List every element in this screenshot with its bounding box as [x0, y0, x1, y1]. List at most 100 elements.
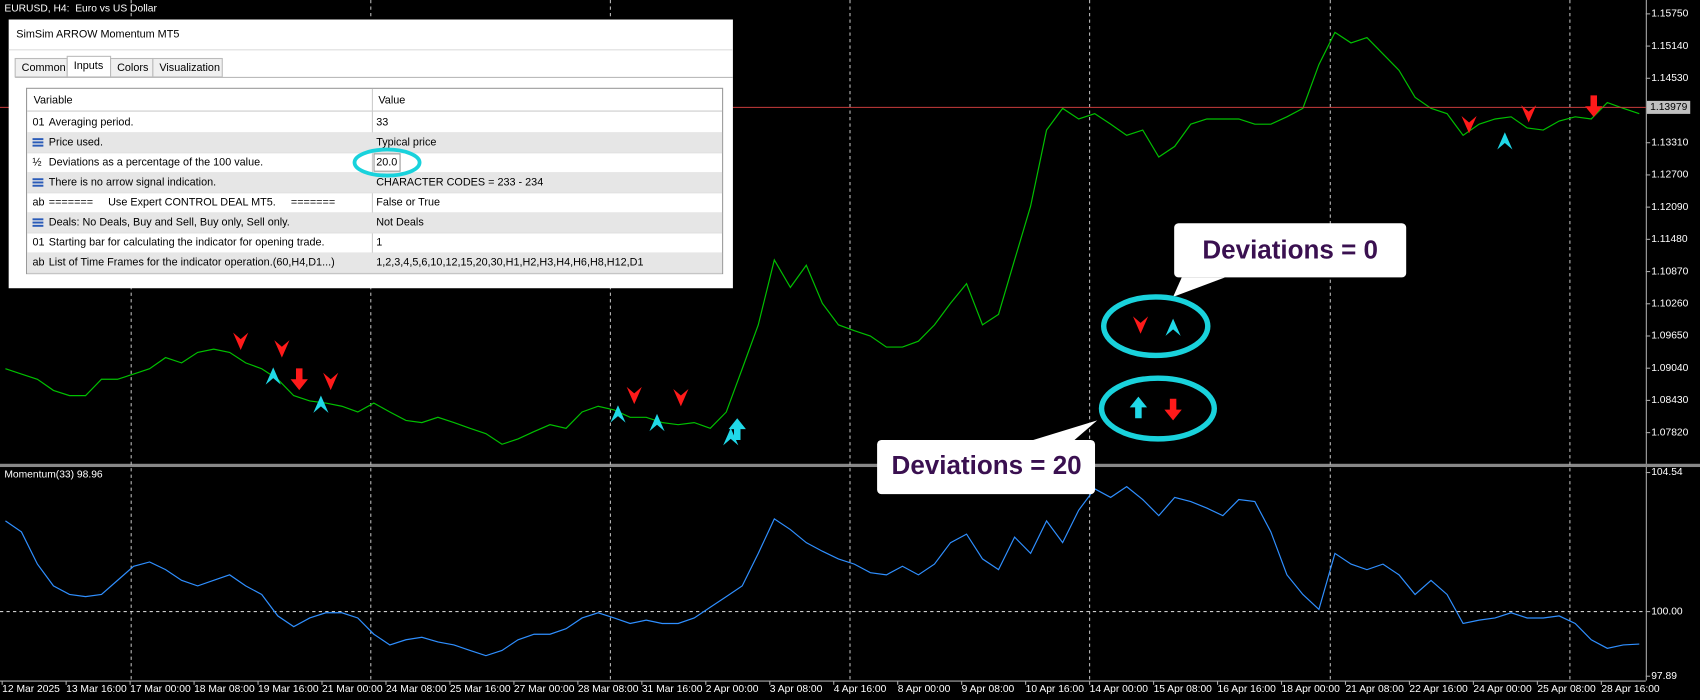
x-tick-label: 31 Mar 16:00 [642, 684, 703, 695]
x-tick-label: 14 Apr 00:00 [1090, 684, 1149, 695]
x-tick-label: 3 Apr 08:00 [770, 684, 823, 695]
y-tick-label: 1.12090 [1651, 202, 1688, 213]
variable-name: ======= Use Expert CONTROL DEAL MT5. ===… [49, 196, 335, 208]
x-tick-label: 8 Apr 00:00 [898, 684, 951, 695]
row-icon: ½ [33, 156, 42, 168]
signal-arrow [1164, 398, 1182, 421]
x-tick-label: 25 Apr 08:00 [1537, 684, 1596, 695]
x-tick-label: 25 Mar 16:00 [450, 684, 511, 695]
callout-text: Deviations = 0 [1202, 234, 1378, 264]
tab-label[interactable]: Visualization [159, 62, 220, 74]
signal-arrow [1497, 132, 1513, 150]
window-title: EURUSD, H4: Euro vs US Dollar [4, 3, 157, 14]
signal-arrow [728, 418, 746, 440]
x-tick-label: 16 Apr 16:00 [1218, 684, 1277, 695]
y-tick-label: 1.10260 [1651, 298, 1688, 309]
variable-name: Price used. [49, 136, 103, 148]
variable-name: Averaging period. [49, 116, 134, 128]
x-tick-label: 28 Apr 16:00 [1601, 684, 1660, 695]
annotation: Deviations = 0 Deviations = 20 [877, 223, 1407, 495]
list-icon [32, 144, 44, 147]
current-price-box [1646, 100, 1691, 114]
y-tick-label: 1.15140 [1651, 41, 1688, 52]
x-tick-label: 12 Mar 2025 [2, 684, 60, 695]
signal-arrow [274, 340, 290, 358]
x-tick-label: 18 Mar 08:00 [194, 684, 255, 695]
y-tick-label: 1.10870 [1651, 266, 1688, 277]
signal-arrow [290, 368, 308, 391]
variable-value: CHARACTER CODES = 233 - 234 [376, 176, 543, 188]
signal-arrow [723, 428, 739, 446]
list-icon [32, 178, 44, 181]
tab-label[interactable]: Common [22, 62, 66, 74]
x-tick-label: 15 Apr 08:00 [1154, 684, 1213, 695]
highlight-ellipse [1100, 294, 1211, 359]
variable-name: There is no arrow signal indication. [49, 176, 216, 188]
signal-arrow [1461, 115, 1477, 134]
signal-arrow [1585, 95, 1603, 118]
x-tick-label: 10 Apr 16:00 [1026, 684, 1085, 695]
callout-box [1174, 223, 1407, 278]
dialog-title: SimSim ARROW Momentum MT5 [16, 29, 179, 41]
row-shade [27, 132, 723, 153]
signal-arrow [233, 332, 249, 350]
signal-arrow [1129, 396, 1148, 419]
callout-box [877, 439, 1096, 495]
x-tick-label: 9 Apr 08:00 [962, 684, 1015, 695]
list-icon [32, 224, 44, 227]
edit-field [373, 153, 401, 172]
signal-arrow [265, 367, 281, 385]
series-line [5, 485, 1640, 657]
variable-value: False or True [376, 196, 440, 208]
row-shade [27, 253, 723, 274]
x-tick-label: 28 Mar 08:00 [578, 684, 639, 695]
signal-arrow [1521, 105, 1537, 123]
list-icon [32, 141, 44, 144]
signal-arrow [610, 405, 626, 423]
row-shade [27, 212, 723, 233]
current-price-label: 1.13979 [1650, 102, 1687, 113]
list-icon [32, 138, 44, 141]
variable-name: Deviations as a percentage of the 100 va… [49, 156, 263, 168]
row-icon: 01 [33, 237, 45, 249]
variable-value: 20.0 [376, 156, 397, 168]
column-header: Variable [34, 95, 73, 107]
y-tick-label: 1.12700 [1651, 170, 1688, 181]
highlight-ellipse [352, 147, 422, 178]
row-icon: ab [33, 196, 45, 208]
signal-arrow [673, 389, 689, 407]
indicator-label: Momentum(33) 98.96 [4, 469, 103, 480]
column-header: Value [378, 95, 405, 107]
variable-name: Deals: No Deals, Buy and Sell, Buy only,… [49, 217, 290, 229]
x-tick-label: 24 Apr 00:00 [1473, 684, 1532, 695]
signal-arrow [649, 413, 665, 432]
signal-arrow [626, 386, 642, 405]
y-tick-label: 1.07820 [1651, 427, 1688, 438]
row-icon: ab [33, 257, 45, 269]
signal-arrow [1165, 318, 1181, 336]
x-tick-label: 17 Mar 00:00 [130, 684, 191, 695]
y-tick-label: 1.15750 [1651, 9, 1688, 20]
x-tick-label: 18 Apr 00:00 [1282, 684, 1341, 695]
x-tick-label: 13 Mar 16:00 [66, 684, 127, 695]
list-icon [32, 221, 44, 224]
indicator-dialog: SimSim ARROW Momentum MT5 Common Inputs … [8, 19, 733, 289]
variable-value: 1,2,3,4,5,6,10,12,15,20,30,H1,H2,H3,H4,H… [376, 257, 643, 269]
x-tick-label: 4 Apr 16:00 [834, 684, 887, 695]
y-tick-label: 104.54 [1651, 467, 1683, 478]
x-tick-label: 27 Mar 00:00 [514, 684, 575, 695]
x-tick-label: 22 Apr 16:00 [1409, 684, 1468, 695]
callout-text: Deviations = 20 [892, 450, 1082, 480]
variable-value: 1 [376, 237, 382, 249]
tab-label[interactable]: Inputs [74, 60, 104, 72]
y-tick-label: 100.00 [1651, 606, 1683, 617]
highlight-ellipse [1098, 375, 1217, 442]
tab-label[interactable]: Colors [117, 62, 149, 74]
y-tick-label: 1.09040 [1651, 363, 1688, 374]
x-tick-label: 24 Mar 08:00 [386, 684, 447, 695]
row-shade [27, 172, 723, 193]
x-tick-label: 21 Mar 00:00 [322, 684, 383, 695]
variable-value: Typical price [376, 136, 436, 148]
y-tick-label: 1.11480 [1651, 234, 1688, 245]
